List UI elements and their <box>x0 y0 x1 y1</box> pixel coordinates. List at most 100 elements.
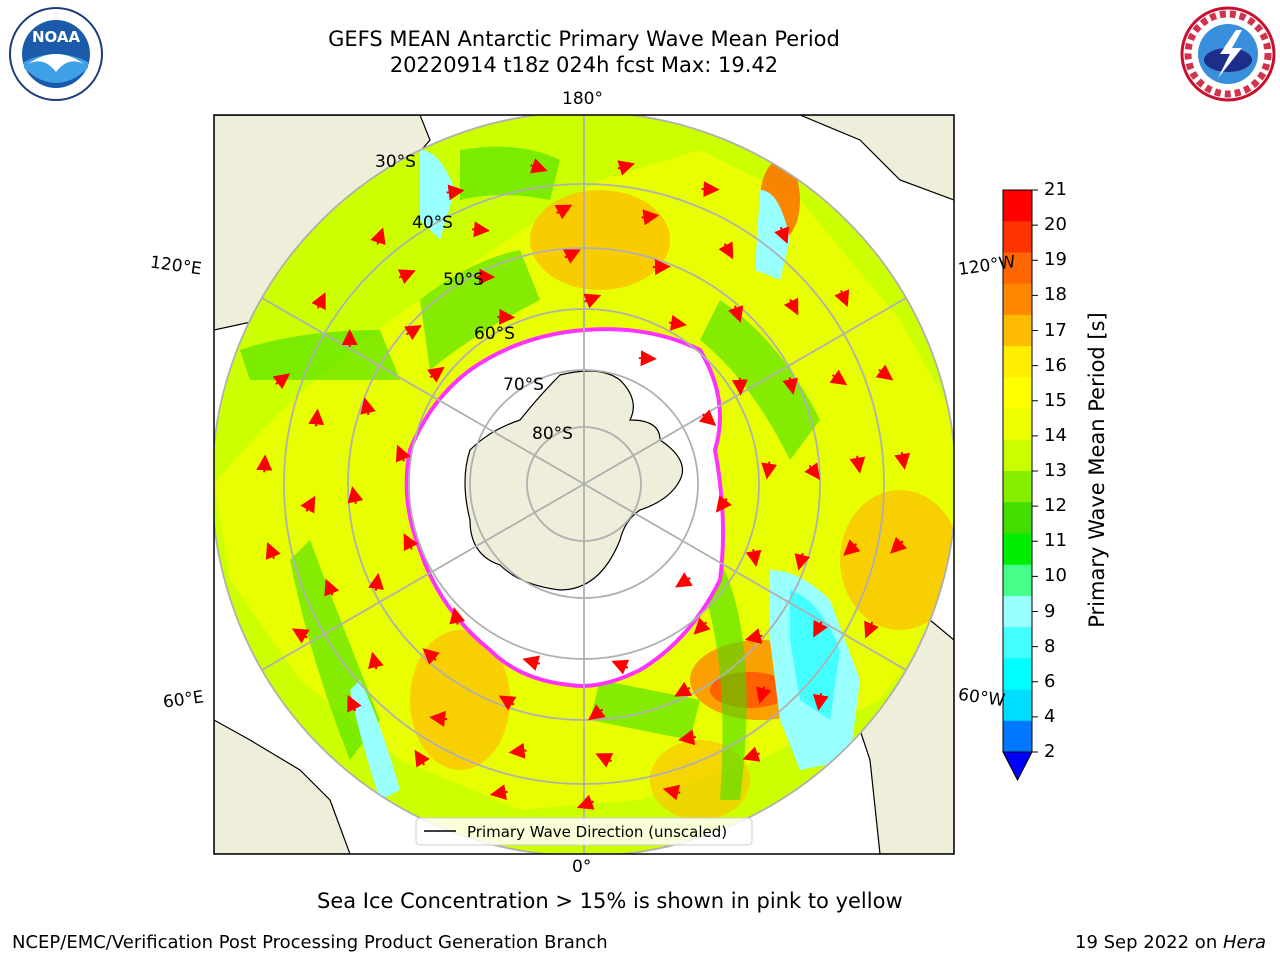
colorbar-segment <box>1003 471 1032 503</box>
lat-label-60s: 60°S <box>474 324 515 344</box>
chart-subtitle: 20220914 t18z 024h fcst Max: 19.42 <box>389 53 779 77</box>
wave-direction-arrow <box>812 693 829 711</box>
wave-direction-arrow <box>595 753 614 768</box>
wave-direction-arrow <box>864 620 879 639</box>
wave-direction-arrow <box>756 686 772 704</box>
wave-direction-arrow <box>638 350 657 367</box>
wave-direction-arrow <box>370 227 386 246</box>
wave-direction-arrow <box>360 397 376 416</box>
wave-direction-arrow <box>611 659 630 675</box>
wave-direction-arrow <box>308 408 325 427</box>
credit-right: 19 Sep 2022 on Hera <box>1075 932 1266 953</box>
wave-direction-arrow <box>347 694 362 713</box>
wave-direction-arrow <box>849 455 866 474</box>
lat-label-70s: 70°S <box>503 375 544 395</box>
colorbar-segment <box>1003 283 1032 316</box>
wave-direction-arrow <box>834 289 850 308</box>
wave-direction-arrow <box>471 221 491 238</box>
wave-direction-arrow <box>576 794 595 810</box>
wave-direction-arrow <box>368 651 384 670</box>
colorbar-tick-label: 17 <box>1044 319 1067 341</box>
colorbar-segment <box>1003 564 1032 597</box>
wave-direction-arrow <box>783 297 799 316</box>
credit-left: NCEP/EMC/Verification Post Processing Pr… <box>12 932 608 953</box>
wave-direction-arrow <box>272 373 291 390</box>
wave-direction-arrow <box>429 710 448 727</box>
wave-direction-arrow <box>675 572 693 588</box>
wave-direction-arrow <box>774 226 790 244</box>
lat-label-30s: 30°S <box>375 152 416 172</box>
colorbar-extend-triangle <box>1002 751 1033 782</box>
wave-direction-arrow <box>674 681 693 697</box>
legend-label: Primary Wave Direction (unscaled) <box>467 823 727 841</box>
colorbar-segment <box>1003 252 1032 285</box>
colorbar-segment <box>1003 689 1032 722</box>
wave-direction-arrow <box>745 548 762 567</box>
wave-direction-arrow <box>731 377 748 396</box>
wave-direction-arrow <box>256 454 273 473</box>
colorbar-segment <box>1003 221 1032 253</box>
colorbar-tick-label: 14 <box>1044 424 1067 446</box>
wave-direction-arrow <box>662 784 681 801</box>
wave-direction-arrow <box>761 461 778 480</box>
colorbar-tick-label: 19 <box>1044 249 1067 271</box>
colorbar <box>1002 189 1038 782</box>
colorbar-segment <box>1003 190 1032 222</box>
noaa-logo: NOAA <box>9 7 103 101</box>
colorbar-tick-label: 6 <box>1044 670 1056 692</box>
wave-direction-arrow <box>875 364 894 381</box>
wave-direction-arrow <box>265 542 281 560</box>
wave-direction-arrow <box>617 160 635 176</box>
legend: Primary Wave Direction (unscaled) <box>415 817 753 846</box>
wave-direction-arrow <box>588 704 606 721</box>
wave-direction-arrow <box>894 451 911 470</box>
lat-label-40s: 40°S <box>412 213 453 233</box>
noaa-logo-text: NOAA <box>32 28 81 46</box>
wave-direction-arrow <box>403 533 419 552</box>
map-border <box>213 114 955 855</box>
wave-direction-arrow <box>395 444 411 463</box>
wave-direction-arrow <box>698 409 717 426</box>
colorbar-tick-label: 8 <box>1044 635 1056 657</box>
colorbar-tick-label: 2 <box>1044 741 1056 762</box>
wave-direction-arrow <box>678 729 697 746</box>
wave-direction-arrow <box>742 746 761 762</box>
lat-label-50s: 50°S <box>443 270 484 290</box>
wave-direction-arrows <box>256 158 911 810</box>
colorbar-segment <box>1003 658 1032 691</box>
colorbar-tick-label: 15 <box>1044 389 1067 411</box>
wave-direction-arrow <box>829 369 848 386</box>
wave-direction-arrow <box>813 619 828 638</box>
wave-direction-arrow <box>291 628 310 644</box>
credit-date: 19 Sep 2022 on <box>1075 932 1223 953</box>
colorbar-tick-label: 18 <box>1044 284 1067 306</box>
wave-direction-arrow <box>489 784 508 800</box>
wave-direction-arrow <box>583 293 602 309</box>
wave-direction-arrow <box>427 366 445 383</box>
wave-direction-arrow <box>347 486 364 504</box>
colorbar-segment <box>1003 314 1032 347</box>
colorbar-tick-label: 16 <box>1044 354 1067 376</box>
nws-logo <box>1180 6 1276 102</box>
wave-direction-arrow <box>804 462 821 480</box>
wave-direction-arrow <box>404 325 422 341</box>
wave-direction-arrow <box>890 536 908 554</box>
colorbar-tick-label: 4 <box>1044 705 1056 727</box>
wave-direction-arrow <box>718 241 734 260</box>
wave-direction-arrow <box>498 695 517 711</box>
lon-label-0: 0° <box>572 857 592 877</box>
colorbar-segment <box>1003 439 1032 472</box>
colorbar-segment <box>1003 533 1032 566</box>
antarctica <box>464 370 684 591</box>
wave-direction-arrow <box>300 495 316 514</box>
colorbar-segment <box>1003 627 1032 659</box>
wave-direction-arrow <box>529 158 548 174</box>
colorbar-tick-label: 13 <box>1044 460 1067 481</box>
wave-direction-arrow <box>715 495 732 513</box>
colorbar-segment <box>1003 377 1032 410</box>
wave-direction-arrow <box>641 209 660 226</box>
wave-direction-arrow <box>522 655 541 671</box>
wave-direction-arrow <box>397 269 416 285</box>
wave-direction-arrow <box>508 742 527 759</box>
